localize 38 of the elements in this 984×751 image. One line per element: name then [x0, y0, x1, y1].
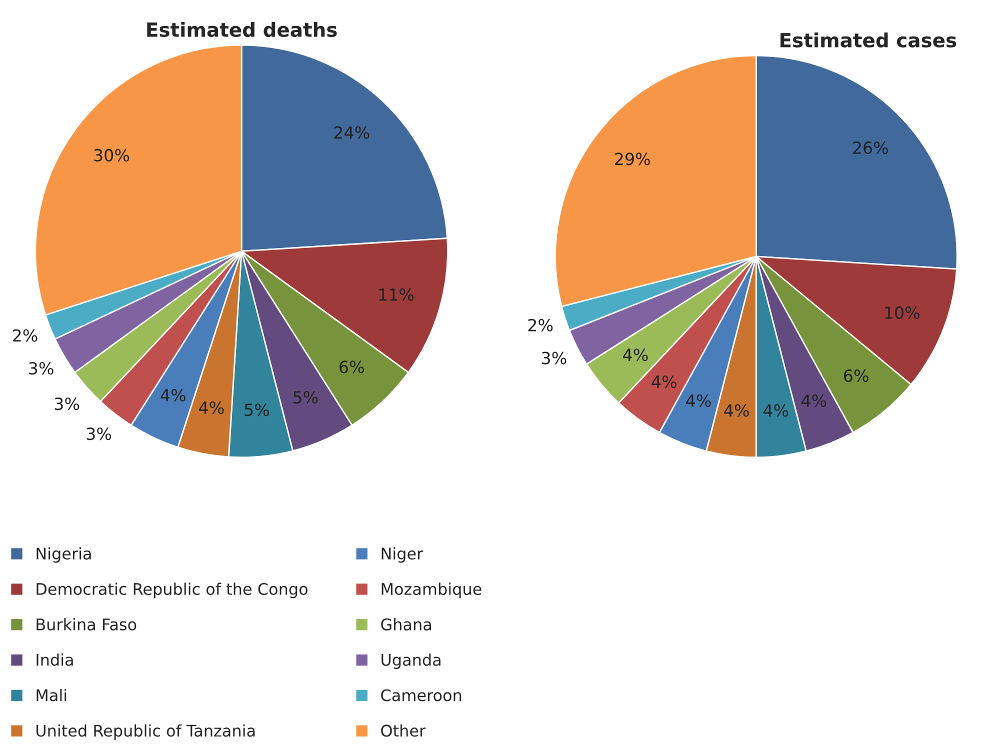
data-label: 2% [12, 329, 38, 342]
legend-label: Uganda [382, 654, 440, 669]
data-label: 5% [244, 404, 270, 416]
legend-label: Other [381, 724, 426, 737]
legend-label: India [36, 654, 73, 666]
data-label: 2% [528, 318, 553, 332]
data-label: 26% [853, 141, 888, 154]
chart-title: Estimated cases [780, 32, 956, 48]
data-label: 3% [29, 362, 54, 375]
data-label: 4% [652, 375, 676, 388]
data-label: 4% [801, 394, 826, 407]
data-label: 3% [542, 352, 566, 364]
data-label: 6% [844, 369, 868, 382]
legend-label: Cameroon [381, 689, 462, 702]
data-label: 3% [86, 428, 112, 440]
data-label: 3% [54, 397, 80, 410]
data-label: 29% [615, 152, 650, 166]
legend-label: Ghana [381, 618, 431, 630]
data-label: 4% [763, 404, 788, 417]
legend-label: Mozambique [382, 582, 482, 598]
legend-label: Mali [36, 688, 66, 702]
data-label: 4% [199, 401, 224, 414]
data-label: 4% [686, 394, 711, 407]
data-label: 10% [885, 306, 920, 319]
data-label: 5% [294, 391, 318, 404]
data-label: 11% [379, 288, 414, 301]
data-label: 30% [94, 148, 130, 162]
data-label: 24% [334, 126, 370, 139]
data-label: 4% [160, 388, 186, 402]
data-label: 4% [724, 404, 749, 417]
chart-title: Estimated deaths [147, 22, 337, 38]
legend-label: Niger [382, 547, 424, 563]
legend-label: Burkina Faso [36, 618, 136, 630]
legend-label: Democratic Republic of the Congo [36, 582, 308, 598]
data-label: 4% [623, 348, 648, 362]
legend-label: Nigeria [36, 547, 91, 563]
data-label: 6% [340, 360, 364, 374]
legend-label: United Republic of Tanzania [36, 724, 255, 740]
